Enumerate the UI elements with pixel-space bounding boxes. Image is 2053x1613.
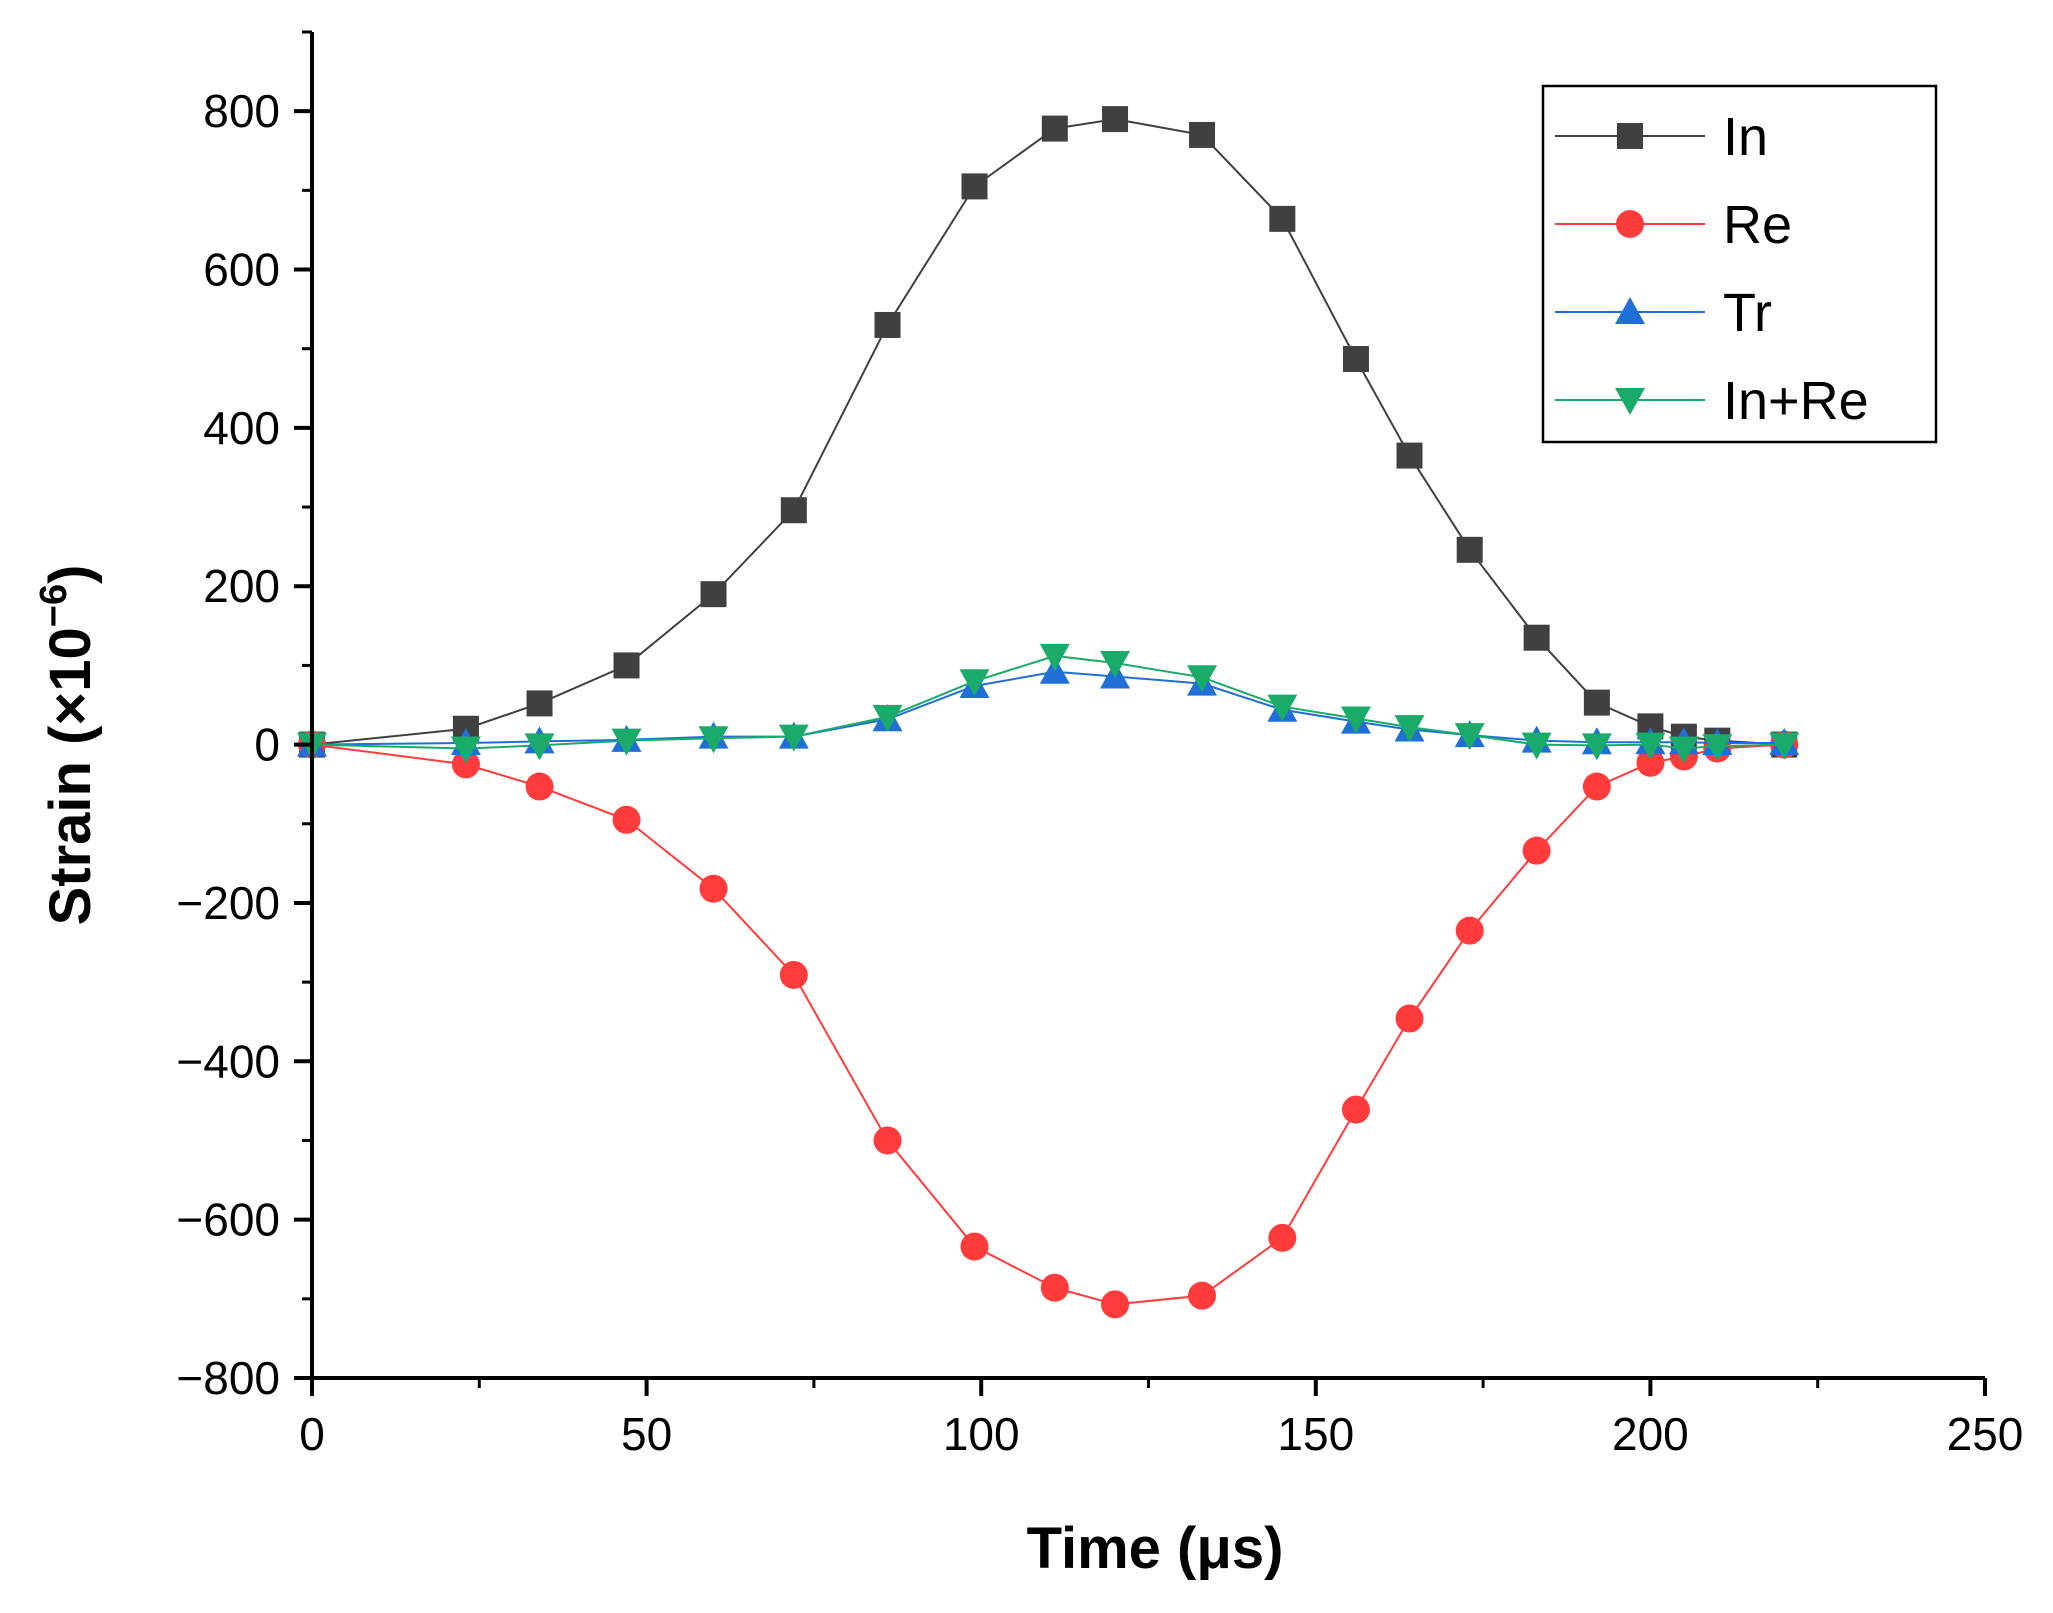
data-point <box>1455 916 1484 945</box>
legend-label: In+Re <box>1723 371 1869 431</box>
x-axis-title: Time (μs) <box>1027 1516 1284 1581</box>
series-re <box>298 730 1799 1319</box>
y-axis-title-group: Strain (×10−6) <box>33 565 103 926</box>
y-axis-title-close: ) <box>38 565 103 584</box>
data-point <box>1041 115 1068 142</box>
y-tick-label: 600 <box>203 244 280 296</box>
data-point <box>1187 665 1218 693</box>
data-point <box>1581 733 1612 761</box>
data-point <box>959 669 990 697</box>
data-point <box>613 652 640 679</box>
legend-entry: In <box>1555 107 1768 167</box>
data-point <box>1040 1273 1069 1302</box>
legend-label: In <box>1723 107 1768 167</box>
data-point <box>1454 723 1485 751</box>
data-point <box>961 173 988 200</box>
legend: In Re Tr In+Re <box>1541 84 1938 444</box>
data-point <box>1268 1223 1297 1252</box>
data-point <box>1267 694 1298 722</box>
data-point <box>1101 1290 1130 1319</box>
series-line <box>311 743 1785 1306</box>
legend-label: Re <box>1723 195 1792 255</box>
data-point <box>1456 536 1483 563</box>
y-tick-label: −400 <box>176 1035 280 1087</box>
data-point <box>1583 689 1610 716</box>
legend-marker <box>1615 388 1645 415</box>
legend-entry: Re <box>1555 195 1792 255</box>
data-point <box>1522 836 1551 865</box>
y-axis-title-main: Strain (×10 <box>38 627 103 925</box>
data-point <box>1188 1281 1217 1310</box>
data-point <box>1100 651 1131 679</box>
x-tick-label: 200 <box>1612 1408 1689 1460</box>
x-tick-label: 0 <box>299 1408 325 1460</box>
series-tr <box>297 656 1800 757</box>
y-tick-label: −600 <box>176 1194 280 1246</box>
data-point <box>1340 706 1371 734</box>
data-point <box>1635 732 1666 760</box>
data-point <box>874 311 901 338</box>
data-point <box>1102 106 1129 133</box>
data-point <box>1582 772 1611 801</box>
legend-marker <box>1616 210 1644 238</box>
legend-entry: Tr <box>1555 283 1772 343</box>
data-point <box>873 1126 902 1155</box>
data-point <box>1342 345 1369 372</box>
data-point <box>1636 748 1665 777</box>
data-point <box>612 805 641 834</box>
data-point <box>450 736 481 764</box>
axes: 0 50 100 150 200 250 −800 −600 −400 −200 0 200 400 60… <box>176 30 2024 1460</box>
data-point <box>1395 1004 1424 1033</box>
legend-entry: In+Re <box>1555 371 1869 431</box>
data-point <box>1769 732 1800 760</box>
data-point <box>524 733 555 761</box>
data-point <box>525 772 554 801</box>
data-point <box>1396 442 1423 469</box>
legend-marker <box>1615 297 1645 324</box>
data-point <box>1039 643 1070 671</box>
data-point <box>779 960 808 989</box>
y-tick-label: −800 <box>176 1352 280 1404</box>
data-point <box>1521 732 1552 760</box>
data-point <box>1341 1095 1370 1124</box>
x-tick-label: 250 <box>1947 1408 2024 1460</box>
y-tick-label: 200 <box>203 560 280 612</box>
data-point <box>778 724 809 752</box>
data-point <box>451 750 480 779</box>
legend-label: Tr <box>1723 283 1772 343</box>
y-tick-label: 0 <box>254 719 280 771</box>
data-point <box>872 704 903 732</box>
data-point <box>1269 205 1296 232</box>
data-point <box>611 728 642 756</box>
data-point <box>1523 624 1550 651</box>
x-tick-label: 150 <box>1277 1408 1354 1460</box>
y-tick-label: 400 <box>203 402 280 454</box>
data-point <box>1668 736 1699 764</box>
data-point <box>526 690 553 717</box>
legend-box <box>1541 84 1938 444</box>
series-in-re <box>297 643 1800 764</box>
series-in <box>299 106 1798 758</box>
data-point <box>698 726 729 754</box>
data-point <box>699 874 728 903</box>
y-axis-title: Strain (×10−6) <box>33 565 103 926</box>
data-point <box>780 497 807 524</box>
legend-marker <box>1617 123 1643 149</box>
data-point <box>960 1232 989 1261</box>
x-tick-label: 100 <box>943 1408 1020 1460</box>
data-point <box>1189 121 1216 148</box>
data-point <box>700 581 727 608</box>
y-tick-label: 800 <box>203 85 280 137</box>
data-point <box>1394 715 1425 743</box>
y-axis-title-exponent: −6 <box>33 584 75 627</box>
x-tick-label: 50 <box>621 1408 672 1460</box>
y-tick-label: −200 <box>176 877 280 929</box>
data-point <box>1702 734 1733 762</box>
